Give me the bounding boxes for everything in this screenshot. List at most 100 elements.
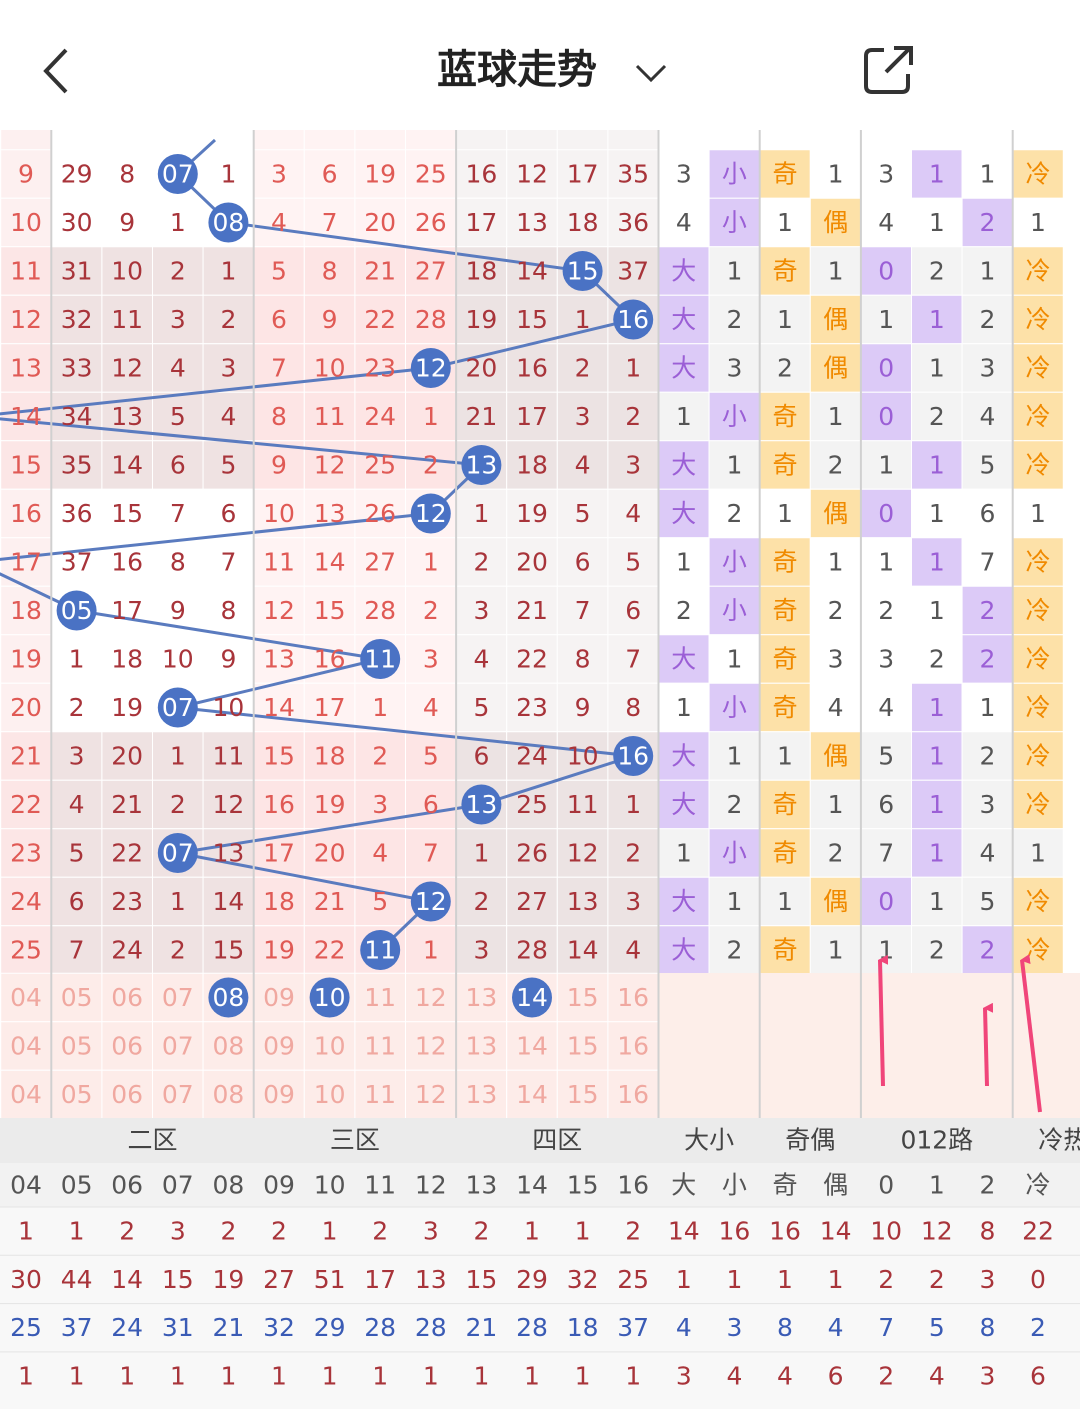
stat-number: 51 (314, 1265, 346, 1294)
omission-value: 15 (263, 742, 295, 771)
hit-value: 奇 (772, 839, 797, 868)
omission-value: 16 (111, 548, 143, 577)
stat-number: 3 (979, 1361, 995, 1390)
stat-number: 7 (878, 1313, 894, 1342)
hit-value: 偶 (823, 887, 848, 916)
omission-value: 16 (263, 790, 295, 819)
stat-value: 5 (979, 451, 995, 480)
stat-number: 16 (718, 1217, 750, 1246)
forecast-number: 08 (212, 1080, 244, 1109)
stat-value: 1 (878, 548, 894, 577)
omission-value: 2 (473, 548, 489, 577)
stat-value: 1 (777, 887, 793, 916)
arrow (985, 1008, 987, 1086)
hit-value: 2 (979, 645, 995, 674)
omission-value: 17 (567, 160, 599, 189)
omission-value: 13 (567, 887, 599, 916)
stat-number: 1 (18, 1217, 34, 1246)
omission-value: 12 (567, 839, 599, 868)
omission-value: 1 (473, 499, 489, 528)
forecast-number: 13 (465, 1032, 497, 1061)
omission-value: 24 (10, 887, 42, 916)
hit-value: 奇 (772, 645, 797, 674)
omission-value: 14 (10, 402, 42, 431)
stat-number: 14 (111, 1265, 143, 1294)
column-header: 0 (878, 1171, 894, 1200)
omission-value: 2 (423, 451, 439, 480)
stat-value: 1 (929, 887, 945, 916)
omission-value: 11 (10, 257, 42, 286)
omission-value: 24 (364, 402, 396, 431)
stat-value: 4 (979, 839, 995, 868)
column-header: 1 (929, 1171, 945, 1200)
hit-value: 大 (671, 742, 696, 771)
forecast-number: 09 (263, 1032, 295, 1061)
column-header: 偶 (823, 1171, 848, 1200)
omission-value: 2 (220, 305, 236, 334)
stat-number: 28 (415, 1313, 447, 1342)
omission-value: 18 (10, 596, 42, 625)
stat-value: 1 (878, 451, 894, 480)
stat-value: 1 (1030, 208, 1046, 237)
stat-number: 25 (10, 1313, 42, 1342)
stat-value: 2 (929, 645, 945, 674)
stat-value: 6 (878, 790, 894, 819)
stat-number: 37 (617, 1313, 649, 1342)
omission-value: 1 (423, 402, 439, 431)
group-header: 三区 (330, 1126, 380, 1155)
column-header: 13 (465, 1171, 497, 1200)
omission-value: 3 (625, 451, 641, 480)
stat-number: 6 (828, 1361, 844, 1390)
omission-value: 5 (423, 742, 439, 771)
omission-value: 2 (625, 402, 641, 431)
stat-number: 8 (979, 1313, 995, 1342)
forecast-number: 14 (516, 1032, 548, 1061)
omission-value: 5 (271, 257, 287, 286)
stat-value: 1 (828, 548, 844, 577)
omission-value: 5 (473, 693, 489, 722)
forecast-number: 05 (61, 1080, 93, 1109)
omission-value: 20 (111, 742, 143, 771)
stat-value: 1 (726, 451, 742, 480)
ball-number: 12 (415, 499, 447, 528)
hit-value: 小 (722, 402, 747, 431)
omission-value: 8 (220, 596, 236, 625)
ball-number: 11 (364, 645, 396, 674)
hit-value: 0 (878, 257, 894, 286)
hit-value: 2 (979, 208, 995, 237)
omission-value: 3 (372, 790, 388, 819)
stat-number: 28 (516, 1313, 548, 1342)
column-header: 小 (722, 1171, 747, 1200)
group-header: 奇偶 (785, 1126, 835, 1155)
omission-value: 5 (69, 839, 85, 868)
hit-value: 小 (722, 548, 747, 577)
omission-value: 23 (10, 839, 42, 868)
column-header: 2 (979, 1171, 995, 1200)
omission-value: 9 (271, 451, 287, 480)
omission-value: 19 (111, 693, 143, 722)
forecast-number: 07 (162, 983, 194, 1012)
hit-value: 冷 (1025, 693, 1050, 722)
stat-value: 2 (726, 499, 742, 528)
stat-value: 3 (878, 645, 894, 674)
omission-value: 3 (473, 596, 489, 625)
stat-number: 4 (676, 1313, 692, 1342)
forecast-number: 07 (162, 1032, 194, 1061)
stat-number: 25 (617, 1265, 649, 1294)
omission-value: 1 (170, 887, 186, 916)
omission-value: 5 (575, 499, 591, 528)
omission-value: 1 (625, 354, 641, 383)
ball-number: 11 (364, 936, 396, 965)
omission-value: 5 (170, 402, 186, 431)
stat-value: 1 (878, 305, 894, 334)
page-title: 蓝球走势 (437, 47, 597, 93)
omission-value: 16 (10, 499, 42, 528)
forecast-number: 05 (61, 1032, 93, 1061)
omission-value: 14 (567, 936, 599, 965)
omission-value: 14 (111, 451, 143, 480)
hit-value: 冷 (1025, 645, 1050, 674)
stat-value: 2 (726, 936, 742, 965)
stat-number: 1 (625, 1361, 641, 1390)
omission-value: 21 (516, 596, 548, 625)
hit-value: 奇 (772, 402, 797, 431)
